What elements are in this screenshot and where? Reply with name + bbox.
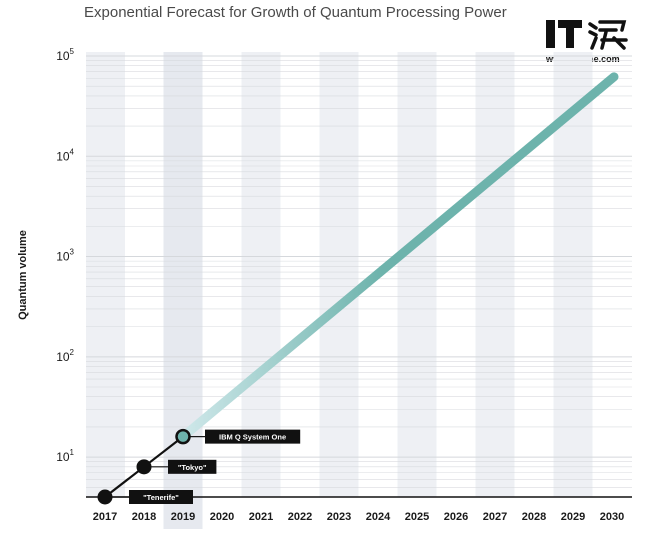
y-tick-label: 105 (56, 47, 74, 63)
x-tick-label: 2020 (210, 511, 234, 523)
data-point-2018 (136, 459, 152, 475)
x-tick-label: 2027 (483, 511, 507, 523)
ithome-logo (546, 20, 628, 50)
point-label: "Tokyo" (178, 463, 207, 472)
y-axis-title: Quantum volume (17, 230, 29, 320)
y-tick-base: 10 (56, 350, 70, 364)
y-tick-exponent: 4 (70, 147, 75, 156)
highlight-band-2019 (163, 52, 203, 529)
y-tick-base: 10 (56, 250, 70, 264)
x-tick-label: 2024 (366, 511, 391, 523)
x-tick-label: 2029 (561, 511, 585, 523)
year-band-2023 (319, 52, 359, 497)
y-tick-exponent: 5 (70, 47, 75, 56)
series-layer: "Tenerife" "Tokyo" IBM Q System One (97, 72, 619, 505)
y-tick-exponent: 1 (70, 448, 75, 457)
x-tick-label: 2025 (405, 511, 429, 523)
x-tick-label: 2017 (93, 511, 117, 523)
data-point-2019 (175, 428, 191, 445)
x-tick-label: 2022 (288, 511, 312, 523)
y-tick-base: 10 (56, 49, 70, 63)
y-tick-label: 103 (56, 248, 74, 264)
x-tick-label: 2019 (171, 511, 195, 523)
x-tick-label: 2030 (600, 511, 624, 523)
year-band-2017 (86, 52, 125, 497)
point-label: IBM Q System One (219, 433, 286, 442)
point-label-box (129, 490, 193, 504)
y-tick-base: 10 (56, 149, 70, 163)
forecast-trend-line (178, 72, 619, 442)
y-tick-label: 102 (56, 348, 74, 364)
x-tick-label: 2026 (444, 511, 468, 523)
year-band-2025 (397, 52, 437, 497)
y-tick-label: 101 (56, 448, 74, 464)
point-label-box (168, 459, 217, 474)
data-point-2017 (97, 489, 113, 505)
x-tick-label: 2023 (327, 511, 351, 523)
y-tick-label: 104 (56, 147, 74, 163)
point-label-box (205, 429, 301, 444)
x-tick-label: 2028 (522, 511, 546, 523)
y-tick-exponent: 2 (70, 348, 75, 357)
y-tick-base: 10 (56, 450, 70, 464)
x-tick-label: 2018 (132, 511, 156, 523)
x-tick-label: 2021 (249, 511, 273, 523)
y-tick-exponent: 3 (70, 248, 75, 257)
x-axis-ticks: 2017 2018 2019 2020 2021 2022 2023 2024 2025 2026… (93, 511, 624, 523)
chart-title: Exponential Forecast for Growth of Quant… (84, 4, 507, 21)
year-band-2027 (475, 52, 515, 497)
point-label: "Tenerife" (143, 493, 179, 502)
